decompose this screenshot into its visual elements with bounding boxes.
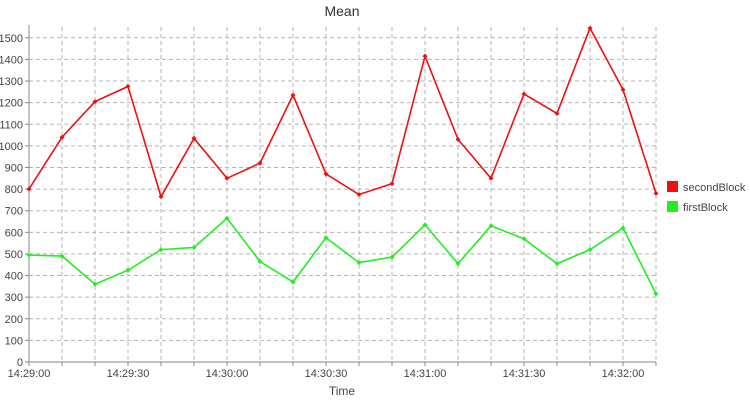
data-point — [59, 134, 65, 140]
data-point — [521, 91, 527, 97]
legend-item-secondBlock[interactable]: secondBlock — [667, 181, 746, 194]
series-firstBlock — [26, 215, 659, 297]
data-point — [158, 247, 164, 253]
data-point — [620, 225, 626, 231]
data-point — [488, 175, 494, 181]
data-point — [158, 194, 164, 200]
data-point — [290, 92, 296, 98]
axes: 0 100 200 300 400 500 600 700 800 900 1000 1100 1200… — [0, 25, 657, 380]
y-tick-label: 1200 — [0, 98, 23, 110]
chart-title: Mean — [324, 3, 359, 19]
x-tick-label: 14:29:30 — [107, 368, 150, 380]
x-tick-label: 14:31:00 — [404, 368, 447, 380]
y-tick-label: 200 — [5, 314, 23, 326]
x-tick-label: 14:31:30 — [503, 368, 546, 380]
legend-label: firstBlock — [683, 202, 728, 214]
data-point — [422, 222, 428, 228]
y-tick-label: 1100 — [0, 119, 23, 131]
data-point — [521, 236, 527, 242]
legend-swatch — [667, 201, 678, 212]
data-point — [290, 279, 296, 285]
data-point — [389, 181, 395, 187]
y-tick-label: 1000 — [0, 141, 23, 153]
grid — [29, 27, 657, 362]
data-point — [224, 175, 230, 181]
data-point — [455, 261, 461, 267]
data-point — [125, 83, 131, 89]
data-point — [26, 252, 32, 258]
data-point — [92, 99, 98, 105]
data-point — [257, 160, 263, 166]
legend[interactable]: secondBlock firstBlock — [667, 181, 746, 214]
data-point — [587, 25, 593, 31]
series-line-firstBlock — [28, 217, 657, 295]
data-point — [191, 135, 197, 141]
x-tick-label: 14:29:00 — [8, 368, 51, 380]
y-tick-label: 100 — [5, 335, 23, 347]
data-point — [323, 235, 329, 241]
series-secondBlock — [26, 25, 659, 200]
data-point — [488, 223, 494, 229]
x-tick-label: 14:30:30 — [305, 368, 348, 380]
data-point — [422, 53, 428, 59]
y-tick-label: 600 — [5, 227, 23, 239]
data-point — [59, 253, 65, 259]
data-point — [587, 247, 593, 253]
data-point — [323, 171, 329, 177]
data-point — [356, 260, 362, 266]
y-tick-label: 400 — [5, 271, 23, 283]
data-point — [653, 190, 659, 196]
y-tick-label: 1400 — [0, 54, 23, 66]
legend-item-firstBlock[interactable]: firstBlock — [667, 201, 728, 214]
data-point — [125, 267, 131, 273]
data-point — [26, 186, 32, 192]
y-tick-label: 800 — [5, 184, 23, 196]
data-point — [92, 281, 98, 287]
data-point — [191, 244, 197, 250]
data-point — [554, 110, 560, 116]
data-point — [620, 87, 626, 93]
y-tick-label: 1300 — [0, 76, 23, 88]
x-tick-label: 14:30:00 — [206, 368, 249, 380]
legend-swatch — [667, 181, 678, 192]
y-tick-label: 0 — [17, 357, 23, 369]
y-tick-label: 700 — [5, 206, 23, 218]
data-point — [257, 259, 263, 264]
series-line-secondBlock — [28, 26, 657, 199]
x-tick-label: 14:32:00 — [602, 368, 645, 380]
y-tick-label: 900 — [5, 162, 23, 174]
data-point — [653, 291, 659, 297]
data-point — [554, 261, 560, 267]
y-tick-label: 1500 — [0, 33, 23, 45]
y-tick-label: 300 — [5, 292, 23, 304]
data-point — [389, 254, 395, 260]
data-point — [224, 215, 230, 221]
x-axis-title: Time — [329, 384, 356, 398]
series-group — [26, 25, 659, 297]
data-point — [455, 136, 461, 142]
data-point — [356, 192, 362, 197]
legend-label: secondBlock — [683, 182, 746, 194]
y-tick-label: 500 — [5, 249, 23, 261]
